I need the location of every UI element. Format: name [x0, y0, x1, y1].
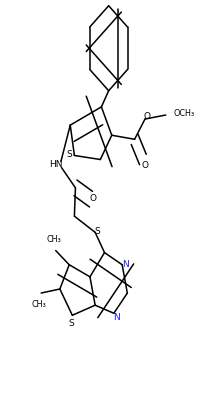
Text: CH₃: CH₃	[32, 299, 46, 308]
Text: OCH₃: OCH₃	[173, 109, 194, 118]
Text: O: O	[143, 112, 150, 121]
Text: O: O	[89, 193, 96, 202]
Text: S: S	[66, 149, 72, 158]
Text: CH₃: CH₃	[46, 234, 61, 244]
Text: O: O	[141, 161, 148, 170]
Text: N: N	[122, 259, 129, 268]
Text: S: S	[68, 318, 74, 327]
Text: N: N	[113, 312, 120, 321]
Text: HN: HN	[49, 160, 62, 168]
Text: S: S	[94, 226, 100, 235]
